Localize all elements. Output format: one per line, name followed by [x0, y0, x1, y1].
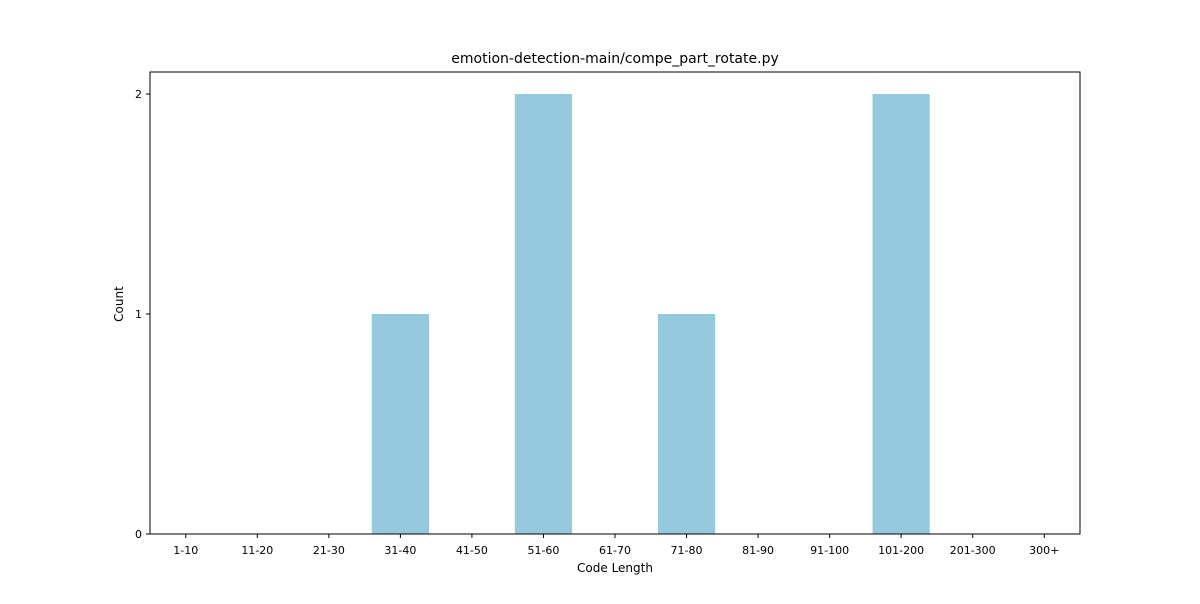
x-tick-label: 201-300 [950, 544, 996, 557]
x-tick-label: 51-60 [527, 544, 559, 557]
y-tick-label: 0 [135, 528, 142, 541]
x-tick-label: 41-50 [456, 544, 488, 557]
x-tick-label: 91-100 [810, 544, 849, 557]
bars-layer [371, 94, 930, 534]
x-tick-label: 300+ [1029, 544, 1059, 557]
bar-31-40 [371, 314, 429, 534]
y-tick-label: 2 [135, 88, 142, 101]
axes-layer: 1-10 11-20 21-30 31-40 41-50 51-60 61-70 71-80 8… [135, 71, 1081, 557]
x-tick-label: 101-200 [878, 544, 924, 557]
plot-frame [149, 71, 1081, 535]
x-axis-label: Code Length [577, 561, 653, 575]
y-axis-label: Count [112, 286, 126, 322]
bar-101-200 [872, 94, 930, 534]
x-tick-label: 71-80 [671, 544, 703, 557]
bar-71-80 [657, 314, 716, 534]
x-tick-label: 1-10 [173, 544, 198, 557]
bar-51-60 [514, 94, 573, 534]
y-tick-label: 1 [135, 308, 142, 321]
chart-title: emotion-detection-main/compe_part_rotate… [451, 51, 778, 67]
x-tick-label: 11-20 [241, 544, 273, 557]
x-tick-label: 21-30 [313, 544, 345, 557]
x-tick-label: 61-70 [599, 544, 631, 557]
x-tick-label: 31-40 [384, 544, 416, 557]
x-tick-label: 81-90 [742, 544, 774, 557]
